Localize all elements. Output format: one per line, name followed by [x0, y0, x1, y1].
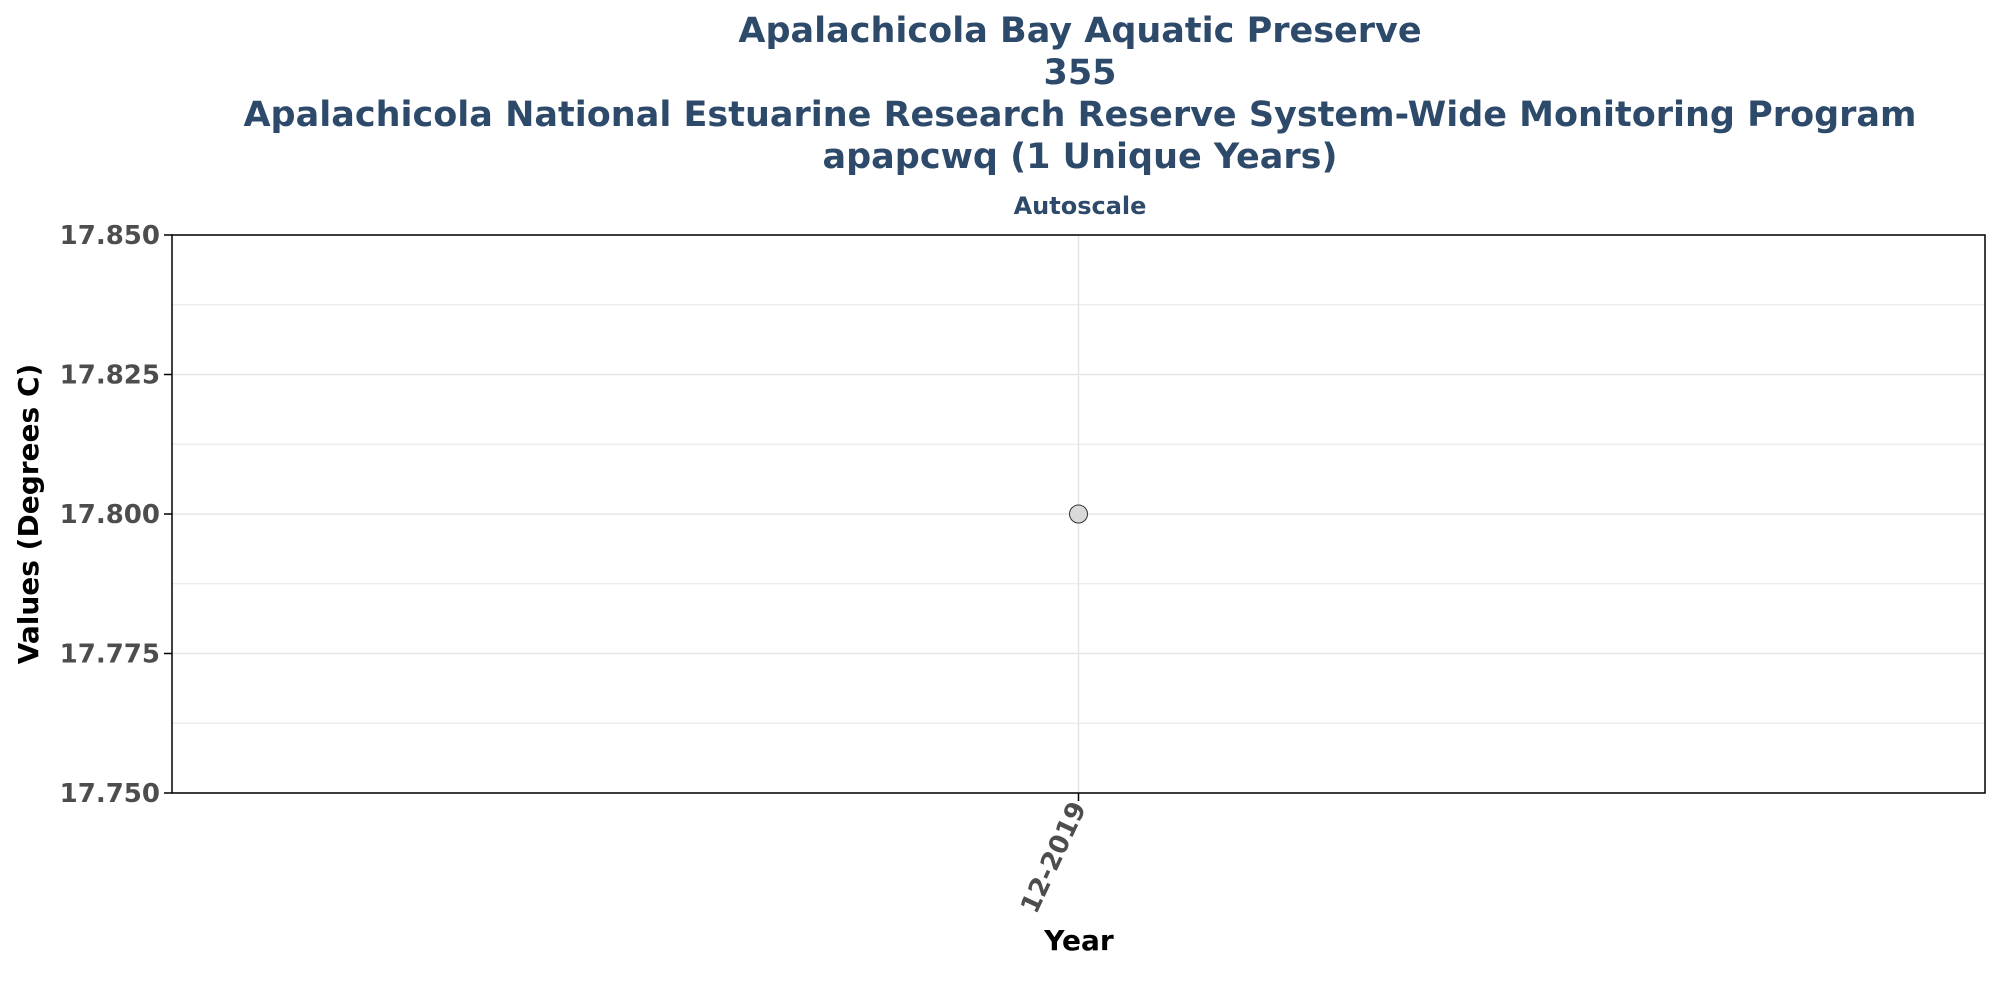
- y-axis-title: Values (Degrees C): [12, 364, 45, 665]
- plot-frame: [171, 234, 1986, 794]
- chart-title: Apalachicola Bay Aquatic Preserve 355 Ap…: [243, 11, 1916, 177]
- chart-title-line-4: apapcwq (1 Unique Years): [822, 137, 1337, 177]
- x-axis-title: Year: [1043, 924, 1114, 957]
- plot-area: 17.750 17.775 17.800 17.825 17.850 12-2019: [60, 221, 1986, 918]
- x-tick-label: 12-2019: [1015, 797, 1093, 918]
- data-points: [1069, 504, 1088, 524]
- y-tick-label: 17.800: [60, 500, 160, 530]
- y-tick-label: 17.775: [60, 640, 160, 670]
- chart-title-line-3: Apalachicola National Estuarine Research…: [243, 95, 1916, 135]
- y-tick-label: 17.750: [60, 779, 160, 809]
- chart-subtitle: Autoscale: [1014, 192, 1147, 220]
- chart-title-line-1: Apalachicola Bay Aquatic Preserve: [738, 11, 1421, 51]
- y-tick-label: 17.825: [60, 361, 160, 391]
- axis-ticks: 17.750 17.775 17.800 17.825 17.850 12-2019: [60, 221, 1093, 918]
- data-point: [1069, 504, 1088, 524]
- y-tick-label: 17.850: [60, 221, 160, 251]
- chart-title-line-2: 355: [1043, 53, 1116, 93]
